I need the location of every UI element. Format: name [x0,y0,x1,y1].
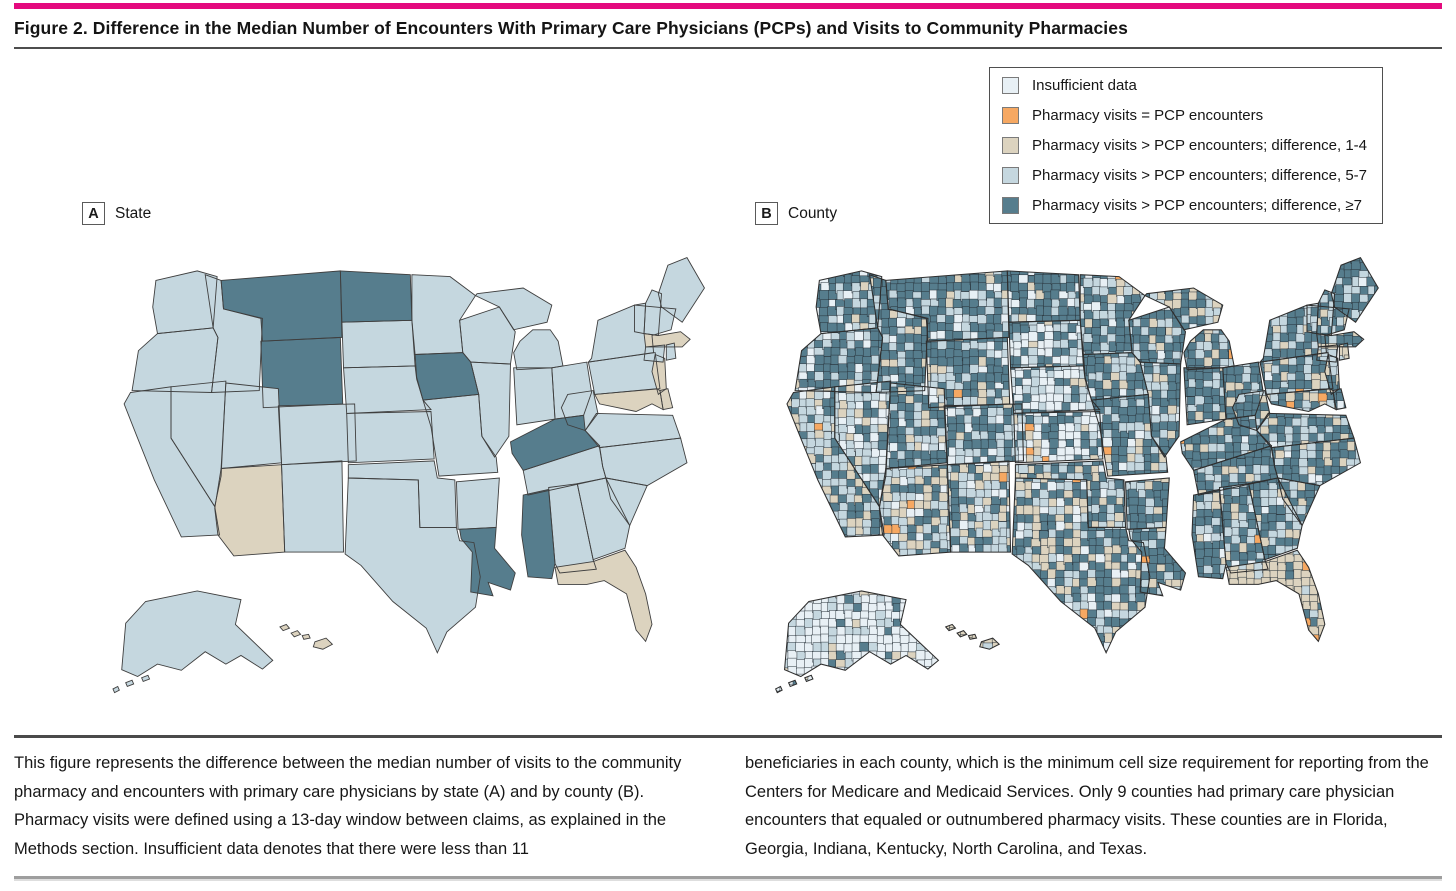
state-choropleth-map [76,246,724,726]
panel-b-name: County [788,204,838,222]
caption-right-column: beneficiaries in each county, which is t… [745,754,1429,858]
legend-item-diff-ge7: Pharmacy visits > PCP encounters; differ… [1002,197,1370,214]
legend-swatch-diff-ge7 [1002,197,1019,214]
legend-label: Pharmacy visits > PCP encounters; differ… [1032,137,1368,154]
panel-a-letter-box: A [82,202,105,225]
legend-item-insufficient: Insufficient data [1002,77,1370,94]
caption-left-column: This figure represents the difference be… [14,754,682,858]
panel-a-name: State [115,204,152,222]
bottom-divider [14,876,1442,879]
caption-divider [14,735,1442,738]
legend-swatch-diff-5-7 [1002,167,1019,184]
bottom-divider-shadow [14,879,1442,881]
panel-b-letter-box: B [755,202,778,225]
legend-label: Insufficient data [1032,77,1137,94]
county-choropleth-map [740,246,1395,726]
legend-item-diff-5-7: Pharmacy visits > PCP encounters; differ… [1002,167,1370,184]
legend-item-diff-1-4: Pharmacy visits > PCP encounters; differ… [1002,137,1370,154]
panel-b-label: B County [755,202,837,225]
legend-label: Pharmacy visits > PCP encounters; differ… [1032,197,1362,214]
legend-swatch-equal [1002,107,1019,124]
legend-swatch-diff-1-4 [1002,137,1019,154]
figure-title: Figure 2. Difference in the Median Numbe… [14,18,1128,38]
legend-box: Insufficient data Pharmacy visits = PCP … [989,67,1383,224]
title-divider [14,47,1442,49]
panel-a-label: A State [82,202,151,225]
legend-label: Pharmacy visits > PCP encounters; differ… [1032,167,1368,184]
legend-label: Pharmacy visits = PCP encounters [1032,107,1264,124]
legend-item-equal: Pharmacy visits = PCP encounters [1002,107,1370,124]
accent-bar [14,3,1442,9]
legend-swatch-insufficient-data [1002,77,1019,94]
